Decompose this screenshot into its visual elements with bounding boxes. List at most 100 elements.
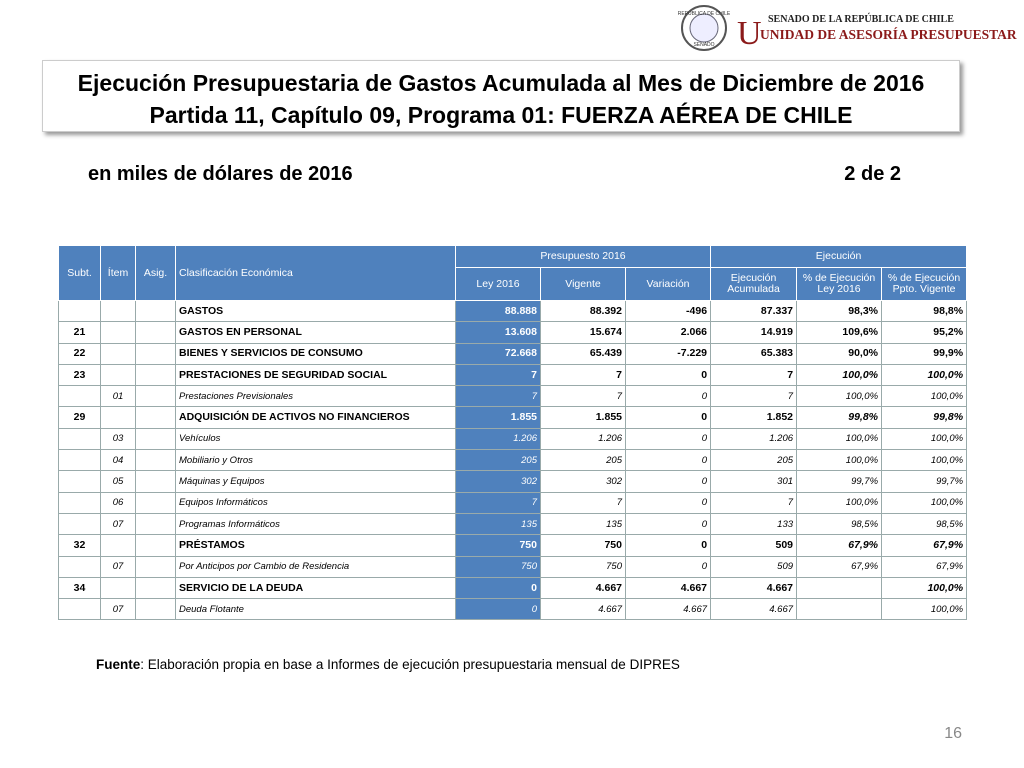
cell [58, 512, 101, 536]
table-body: GASTOS 88.888 88.392 -496 87.337 98,3% 98,8% 21… [58, 299, 968, 621]
cell: 0 [624, 534, 712, 557]
th-group: Ejecución [710, 245, 968, 268]
cell [135, 470, 176, 493]
cell [135, 363, 176, 387]
cell [100, 363, 136, 387]
cell: 4.667 [710, 576, 798, 600]
cell: 07 [100, 598, 136, 621]
logo-initial: U [737, 15, 762, 52]
cell: 1.855 [540, 406, 626, 429]
th: Subt. [58, 245, 101, 301]
cell: 99,9% [881, 342, 968, 365]
cell: Prestaciones Previsionales [175, 385, 456, 408]
cell: 301 [710, 470, 798, 493]
cell: 32 [58, 534, 101, 557]
logo: REPÚBLICA DE CHILE SENADO U SENADO DE LA… [678, 5, 1017, 52]
cell [796, 598, 883, 621]
cell: PRESTACIONES DE SEGURIDAD SOCIAL [175, 363, 456, 387]
cell [58, 427, 101, 451]
cell: 1.852 [710, 406, 798, 429]
subtitle: en miles de dólares de 2016 [88, 163, 353, 185]
cell: 302 [455, 470, 541, 493]
cell [135, 299, 176, 323]
cell [796, 576, 883, 600]
cell: 99,7% [796, 470, 883, 493]
cell: 4.667 [540, 598, 626, 621]
table-row: 34 SERVICIO DE LA DEUDA 0 4.667 4.667 4.667 10… [58, 576, 968, 600]
cell: 100,0% [881, 427, 968, 451]
cell: 7 [455, 491, 541, 514]
cell: 98,5% [796, 512, 883, 536]
source: Fuente: Elaboración propia en base a Inf… [96, 657, 680, 672]
cell: 4.667 [624, 598, 712, 621]
th: Asig. [135, 245, 176, 301]
cell: 1.206 [710, 427, 798, 451]
table-row: 23 PRESTACIONES DE SEGURIDAD SOCIAL 7 7 0 7 10… [58, 363, 968, 387]
page-number: 16 [944, 725, 962, 742]
cell: 88.888 [455, 299, 541, 323]
cell: Mobiliario y Otros [175, 449, 456, 472]
table-row: GASTOS 88.888 88.392 -496 87.337 98,3% 98,8% [58, 299, 968, 323]
th: % de Ejecución Ppto. Vigente [881, 267, 968, 301]
cell: 205 [540, 449, 626, 472]
cell: Programas Informáticos [175, 512, 456, 536]
cell: 90,0% [796, 342, 883, 365]
cell [135, 512, 176, 536]
seal-top: REPÚBLICA DE CHILE [678, 10, 731, 17]
cell: 100,0% [796, 385, 883, 408]
cell: 0 [624, 512, 712, 536]
cell: 95,2% [881, 321, 968, 344]
cell: GASTOS EN PERSONAL [175, 321, 456, 344]
table-row: 22 BIENES Y SERVICIOS DE CONSUMO 72.668 65.… [58, 342, 968, 365]
logo-line1: SENADO DE LA REPÚBLICA DE CHILE [768, 13, 954, 25]
source-text: : Elaboración propia en base a Informes … [140, 657, 680, 672]
logo-line2: UNIDAD DE ASESORÍA PRESUPUESTARIA [760, 27, 1017, 42]
table-row: 07 Deuda Flotante 0 4.667 4.667 4.667 100,0% [58, 598, 968, 621]
page-of: 2 de 2 [844, 163, 901, 185]
cell [100, 406, 136, 429]
cell [135, 385, 176, 408]
table-row: 01 Prestaciones Previsionales 7 7 0 7 100,0% 10… [58, 385, 968, 408]
table-row: 03 Vehículos 1.206 1.206 0 1.206 100,0% 100,0% [58, 427, 968, 451]
cell: 67,9% [881, 555, 968, 578]
cell: 06 [100, 491, 136, 514]
cell: 0 [624, 363, 712, 387]
cell: 98,3% [796, 299, 883, 323]
cell [135, 491, 176, 514]
cell [58, 555, 101, 578]
cell: 7 [540, 363, 626, 387]
cell: 135 [540, 512, 626, 536]
cell [135, 534, 176, 557]
cell: 07 [100, 555, 136, 578]
cell [135, 555, 176, 578]
cell: 750 [455, 534, 541, 557]
cell: 4.667 [540, 576, 626, 600]
cell [100, 534, 136, 557]
cell: 100,0% [881, 363, 968, 387]
cell: 2.066 [624, 321, 712, 344]
cell: 34 [58, 576, 101, 600]
th: Clasificación Económica [175, 245, 456, 301]
cell: 88.392 [540, 299, 626, 323]
cell [58, 491, 101, 514]
cell: 100,0% [881, 576, 968, 600]
cell: 7 [710, 491, 798, 514]
cell: 03 [100, 427, 136, 451]
title-line: Ejecución Presupuestaria de Gastos Acumu… [77, 70, 925, 96]
cell: 7 [540, 491, 626, 514]
cell: 21 [58, 321, 101, 344]
cell [58, 470, 101, 493]
title-line: Partida 11, Capítulo 09, Programa 01: FU… [149, 102, 853, 128]
cell: 100,0% [796, 491, 883, 514]
cell [135, 427, 176, 451]
cell: 135 [455, 512, 541, 536]
cell: 72.668 [455, 342, 541, 365]
th: Variación [624, 267, 712, 301]
cell [135, 342, 176, 365]
cell: 22 [58, 342, 101, 365]
cell: 99,8% [796, 406, 883, 429]
cell [135, 321, 176, 344]
cell [135, 598, 176, 621]
table-row: 32 PRÉSTAMOS 750 750 0 509 67,9% 67,9% [58, 534, 968, 557]
